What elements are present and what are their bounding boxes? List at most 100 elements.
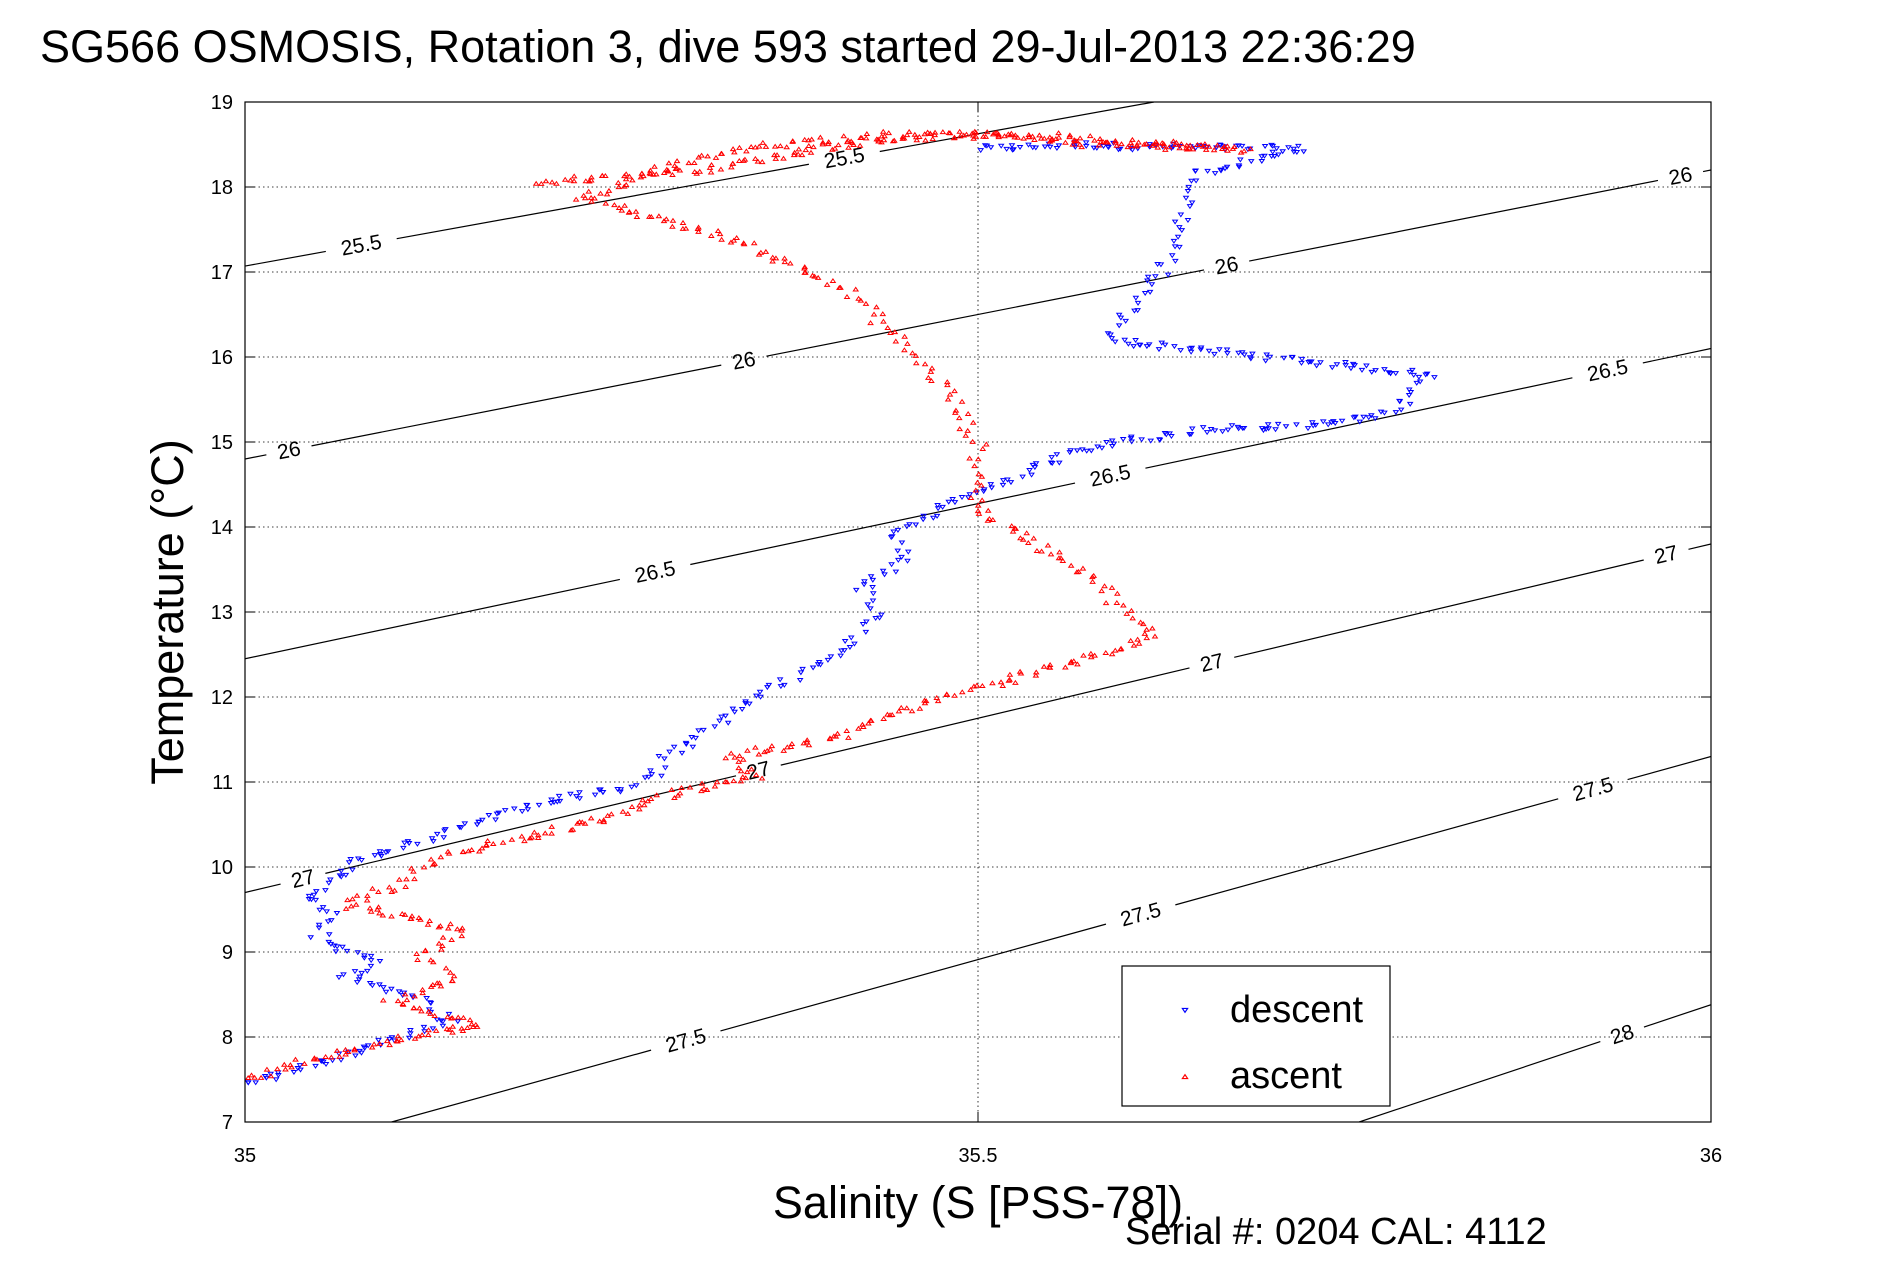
data-point-descent [478, 817, 486, 823]
data-point-descent [414, 841, 421, 847]
data-point-ascent [908, 708, 916, 714]
data-point-descent [1223, 164, 1231, 170]
data-point-descent [315, 925, 323, 931]
data-point-ascent [1071, 137, 1079, 143]
data-point-ascent [1017, 670, 1025, 676]
data-point-ascent [425, 1008, 433, 1014]
data-point-descent [999, 482, 1007, 488]
data-point-descent [261, 1074, 269, 1080]
data-point-ascent [788, 740, 796, 746]
data-point-ascent [429, 959, 437, 965]
data-point-ascent [458, 927, 465, 933]
data-point-descent [862, 629, 870, 635]
data-point-ascent [762, 143, 770, 149]
data-point-descent [890, 529, 897, 535]
legend-label-descent: descent [1230, 989, 1364, 1031]
data-point-descent [1293, 422, 1300, 428]
data-point-ascent [944, 396, 952, 402]
data-point-ascent [342, 905, 350, 911]
data-point-ascent [394, 1033, 402, 1039]
data-point-ascent [714, 228, 722, 234]
data-point-ascent [344, 1048, 352, 1054]
data-point-descent [1274, 421, 1282, 427]
data-point-ascent [963, 131, 970, 137]
data-point-ascent [712, 154, 720, 160]
data-point-ascent [967, 686, 974, 692]
data-point-descent [1223, 347, 1231, 353]
data-point-ascent [887, 329, 894, 335]
data-point-ascent [553, 180, 560, 186]
data-point-descent [1407, 390, 1415, 396]
data-point-ascent [349, 896, 356, 902]
data-point-descent [945, 499, 953, 505]
data-point-descent [1235, 143, 1242, 149]
data-point-descent [1396, 399, 1404, 405]
data-point-descent [912, 522, 920, 528]
data-point-ascent [754, 158, 762, 164]
data-point-ascent [727, 750, 735, 756]
data-point-ascent [401, 911, 409, 917]
data-point-ascent [1089, 574, 1096, 580]
data-point-ascent [951, 692, 958, 698]
data-point-descent [1083, 448, 1091, 454]
density-contour-line [1642, 347, 1711, 364]
data-point-descent [501, 808, 509, 814]
data-point-descent [322, 888, 329, 894]
data-point-ascent [1075, 568, 1082, 574]
data-point-ascent [245, 1075, 252, 1081]
density-contour-line [245, 578, 621, 660]
data-point-ascent [1137, 619, 1144, 625]
data-point-descent [354, 856, 362, 862]
data-point-ascent [1189, 146, 1197, 152]
data-point-descent [1185, 184, 1193, 190]
data-point-descent [1405, 387, 1413, 393]
data-point-ascent [267, 1073, 275, 1079]
data-point-ascent [690, 160, 698, 166]
data-point-descent [310, 892, 318, 898]
data-point-descent [861, 579, 868, 585]
data-point-descent [316, 907, 324, 913]
data-point-ascent [1108, 584, 1116, 590]
data-point-ascent [1055, 130, 1062, 136]
data-point-ascent [397, 1037, 405, 1043]
data-point-ascent [817, 134, 824, 140]
data-point-descent [1156, 437, 1164, 443]
data-point-ascent [729, 146, 737, 152]
data-point-ascent [600, 817, 608, 823]
data-point-ascent [979, 683, 986, 689]
data-point-ascent [867, 717, 875, 723]
data-point-ascent [1024, 540, 1032, 546]
data-point-descent [1161, 342, 1169, 348]
data-points [245, 128, 1438, 1086]
data-point-descent [524, 807, 532, 813]
data-point-descent [977, 148, 985, 154]
data-point-descent [1264, 422, 1272, 428]
data-point-ascent [1117, 646, 1124, 652]
data-point-descent [1241, 352, 1248, 358]
data-point-ascent [971, 128, 979, 134]
data-point-descent [1130, 344, 1137, 350]
density-contour-label: 26 [275, 437, 302, 464]
data-point-descent [337, 874, 345, 880]
data-point-descent [1392, 410, 1400, 416]
data-point-ascent [730, 149, 738, 155]
data-point-descent [454, 1019, 462, 1025]
data-point-descent [353, 980, 361, 986]
data-point-ascent [1172, 141, 1179, 147]
data-point-ascent [873, 136, 881, 142]
data-point-descent [752, 693, 760, 699]
data-point-descent [305, 893, 313, 899]
data-point-descent [518, 809, 526, 815]
data-point-ascent [717, 166, 725, 172]
data-point-descent [599, 789, 607, 795]
data-point-descent [1272, 427, 1279, 433]
data-point-ascent [1057, 555, 1065, 561]
data-point-descent [297, 1067, 304, 1073]
data-point-descent [898, 554, 905, 560]
data-point-ascent [602, 200, 610, 206]
data-point-ascent [1014, 134, 1022, 140]
data-point-descent [1029, 145, 1037, 151]
data-point-ascent [766, 746, 774, 752]
data-point-ascent [729, 160, 737, 166]
data-point-ascent [1111, 647, 1119, 653]
